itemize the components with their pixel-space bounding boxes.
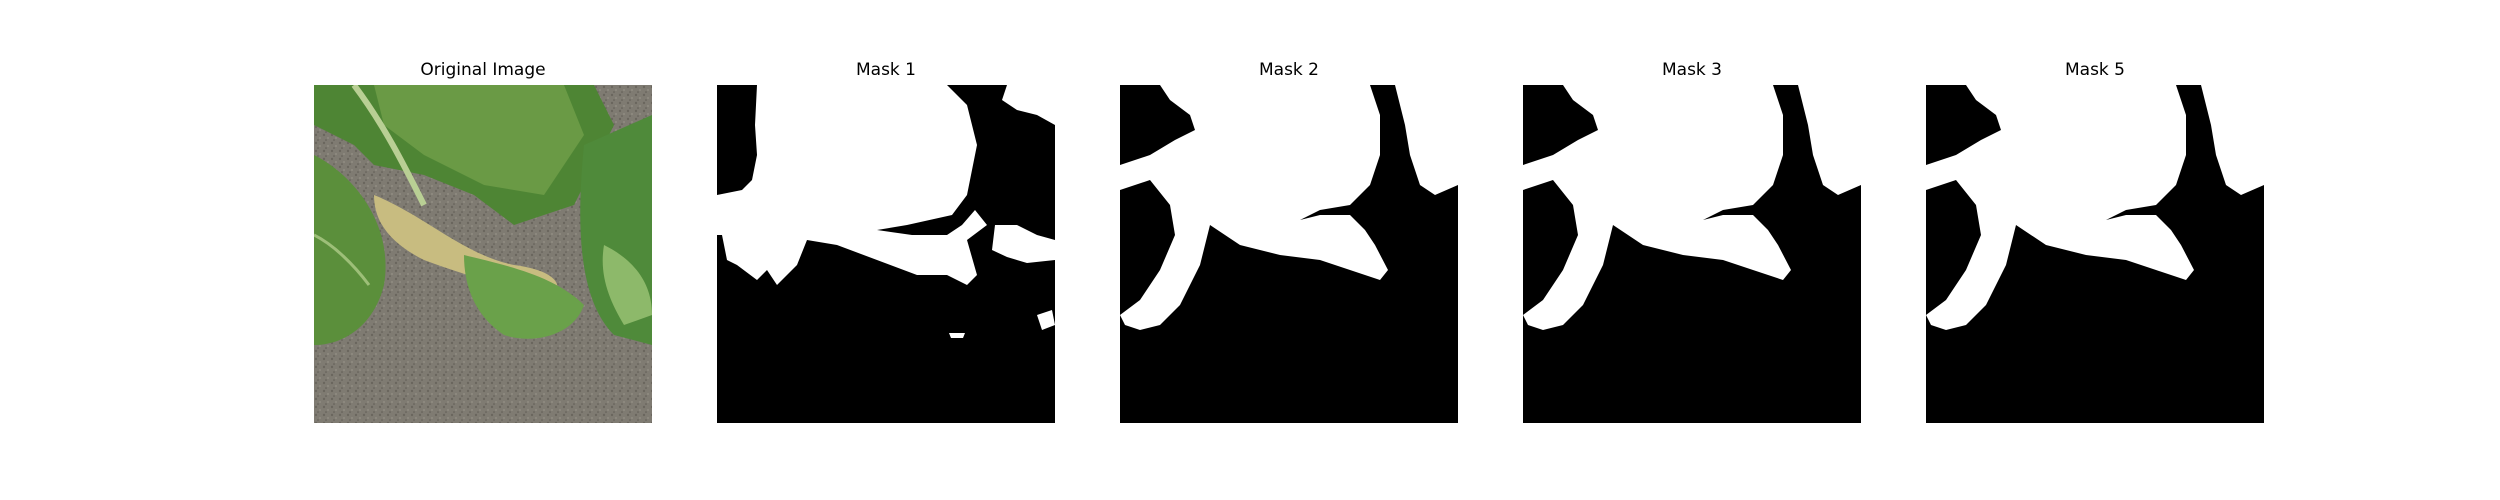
panel-title: Mask 3: [1661, 60, 1722, 80]
mask-5-image: [1926, 85, 2264, 423]
mask-1-image: [717, 85, 1055, 423]
leaf-lower: [464, 255, 584, 339]
mask-foreground-region: [1523, 85, 1791, 330]
mask-foreground-region: [717, 85, 987, 285]
mask-foreground-region: [1120, 85, 1388, 330]
mask-foreground-blob: [1798, 85, 1861, 195]
panel-title: Mask 2: [1258, 60, 1319, 80]
mask-3-image: [1523, 85, 1861, 423]
mask-foreground-region: [1926, 85, 2194, 330]
mask-foreground-blob: [1668, 197, 1688, 213]
leaf-left: [314, 155, 386, 345]
mask-foreground-blob: [1265, 197, 1285, 213]
leaf-right-light: [602, 245, 652, 325]
panel-title: Mask 1: [855, 60, 916, 80]
mask-foreground-blob: [1395, 85, 1458, 195]
mask-foreground-blob: [2071, 197, 2091, 213]
mask-foreground-blob: [1037, 310, 1055, 330]
original-plant-image: [314, 85, 652, 423]
mask-foreground-blob: [992, 225, 1055, 263]
leaf-left-vein: [314, 233, 371, 286]
mask-foreground-blob: [2201, 85, 2264, 195]
panel-title: Mask 5: [2064, 60, 2125, 80]
mask-2-image: [1120, 85, 1458, 423]
leaf-upper-highlight: [374, 85, 584, 195]
panel-title: Original Image: [420, 60, 546, 80]
stem: [351, 85, 427, 207]
mask-foreground-blob: [949, 333, 965, 338]
mask-foreground-blob: [1002, 85, 1055, 125]
